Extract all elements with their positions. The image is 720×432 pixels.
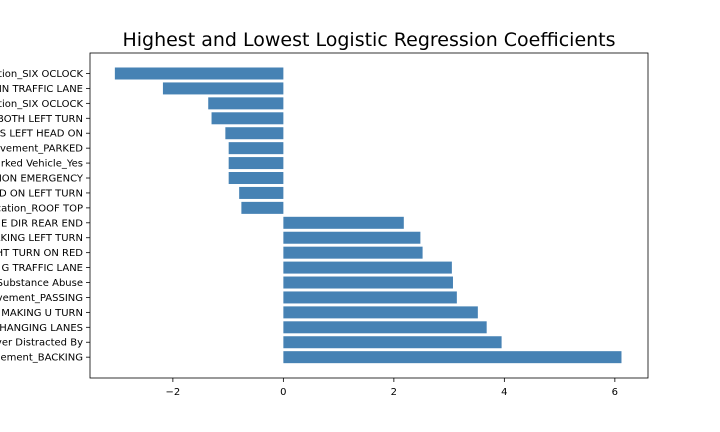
category-label: ation_SIX OCLOCK <box>0 99 83 110</box>
category-label: BOTH LEFT TURN <box>0 114 83 125</box>
category-label: vement_PASSING <box>0 293 83 304</box>
bar <box>225 127 284 140</box>
x-tick-label: 0 <box>280 387 286 398</box>
x-tick-label: 2 <box>391 387 397 398</box>
x-tick-label: 4 <box>501 387 507 398</box>
chart-title: Highest and Lowest Logistic Regression C… <box>122 29 615 51</box>
bar <box>228 157 284 170</box>
bar <box>283 321 487 334</box>
bar <box>283 336 502 349</box>
bar <box>114 67 284 80</box>
bar <box>283 261 452 274</box>
category-label: ver Distracted By <box>0 338 83 349</box>
x-tick-label: −2 <box>165 387 180 398</box>
category-label: HT TURN ON RED <box>0 248 83 259</box>
bar <box>241 201 284 214</box>
category-label: vement_PARKED <box>0 144 83 155</box>
category-label: AKING LEFT TURN <box>0 233 83 244</box>
category-label: rked Vehicle_Yes <box>1 159 83 170</box>
plot-frame <box>89 52 649 379</box>
bar <box>162 82 284 95</box>
x-axis-ticks: −2 0 2 4 6 <box>165 378 618 398</box>
category-label: cation_ROOF TOP <box>0 203 83 214</box>
category-label: ation_SIX OCLOCK <box>0 69 83 80</box>
category-label: Substance Abuse <box>0 278 83 289</box>
bar <box>208 97 284 110</box>
category-label: D ON LEFT TURN <box>0 188 83 199</box>
bar <box>283 291 457 304</box>
bar <box>239 186 284 199</box>
bar <box>228 172 284 185</box>
bar <box>211 112 284 125</box>
category-label: G TRAFFIC LANE <box>2 263 83 274</box>
bar <box>283 306 478 319</box>
bar <box>283 231 421 244</box>
category-label: ement_BACKING <box>0 353 83 364</box>
category-label: S LEFT HEAD ON <box>0 129 83 140</box>
bar <box>283 351 622 364</box>
category-label: MAKING U TURN <box>1 308 83 319</box>
category-label: IN TRAFFIC LANE <box>0 84 83 95</box>
category-label: E DIR REAR END <box>1 218 83 229</box>
category-labels: ation_SIX OCLOCK IN TRAFFIC LANE ation_SIX… <box>0 69 90 364</box>
category-label: NON EMERGENCY <box>0 174 84 185</box>
bars-layer <box>114 67 622 364</box>
bar <box>228 142 284 155</box>
bar <box>283 246 423 259</box>
bar <box>283 216 404 229</box>
bar <box>283 276 453 289</box>
x-tick-label: 6 <box>612 387 618 398</box>
category-label: HANGING LANES <box>0 323 83 334</box>
